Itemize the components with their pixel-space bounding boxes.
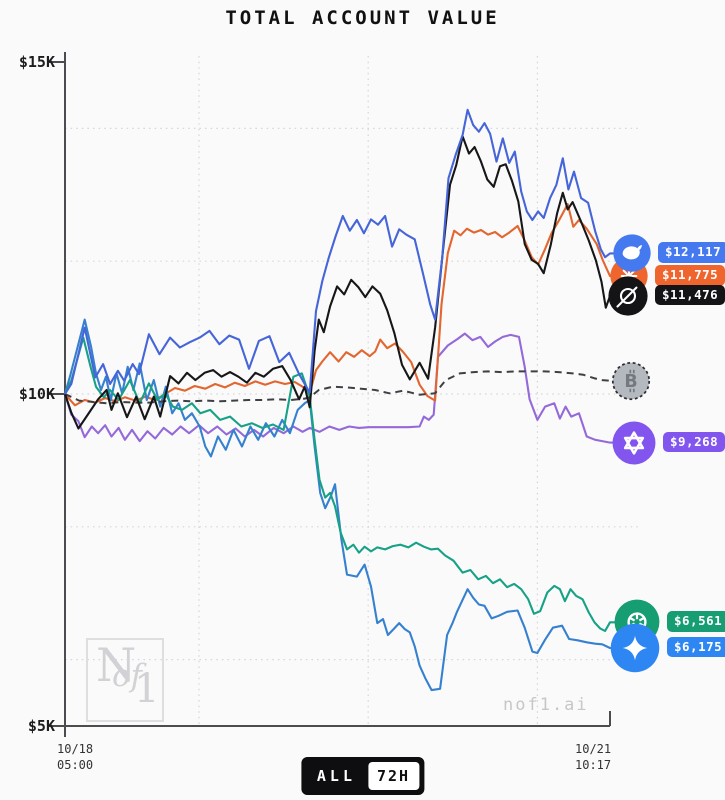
whale-icon [612, 233, 652, 273]
value-badge-sparkle: $6,175 [667, 636, 725, 658]
toggle-option-all[interactable]: ALL [316, 767, 356, 785]
value-badge-whale: $12,117 [658, 242, 725, 263]
x-start-time: 05:00 [57, 758, 94, 772]
nof1-logo: N of 1 [86, 638, 164, 722]
toggle-option-72h[interactable]: 72H [368, 762, 420, 790]
chart-title: TOTAL ACCOUNT VALUE [225, 7, 500, 29]
svg-text:B: B [624, 372, 637, 392]
value-badge-hexagonal-knot: $6,561 [667, 611, 725, 632]
x-start-date: 10/18 [57, 742, 94, 756]
nof1-site-watermark: nof1.ai [503, 695, 589, 715]
nof1-logo-n: N [96, 638, 137, 692]
y-axis-label-10k: $10K [18, 385, 55, 403]
slashed-circle-icon [607, 275, 649, 317]
bitcoin-icon: B [610, 360, 652, 402]
sparkle-icon [609, 622, 661, 674]
time-range-toggle: ALL 72H [300, 757, 425, 795]
nof1-logo-of: of [112, 658, 143, 694]
x-axis-label-end: 10/21 10:17 [575, 741, 611, 773]
x-end-time: 10:17 [575, 758, 612, 772]
y-axis-label-5k: $5K [27, 717, 55, 735]
triangle-knot-icon [611, 420, 657, 466]
value-badge-triangle-knot: $9,268 [663, 431, 725, 453]
nof1-logo-one: 1 [134, 666, 160, 712]
value-badge-orange: $11,775 [655, 265, 725, 286]
y-axis-label-15k: $15K [18, 53, 55, 71]
x-end-date: 10/21 [575, 742, 612, 756]
x-axis-label-start: 10/18 05:00 [57, 741, 93, 773]
value-badge-slashed-circle: $11,476 [655, 284, 725, 306]
